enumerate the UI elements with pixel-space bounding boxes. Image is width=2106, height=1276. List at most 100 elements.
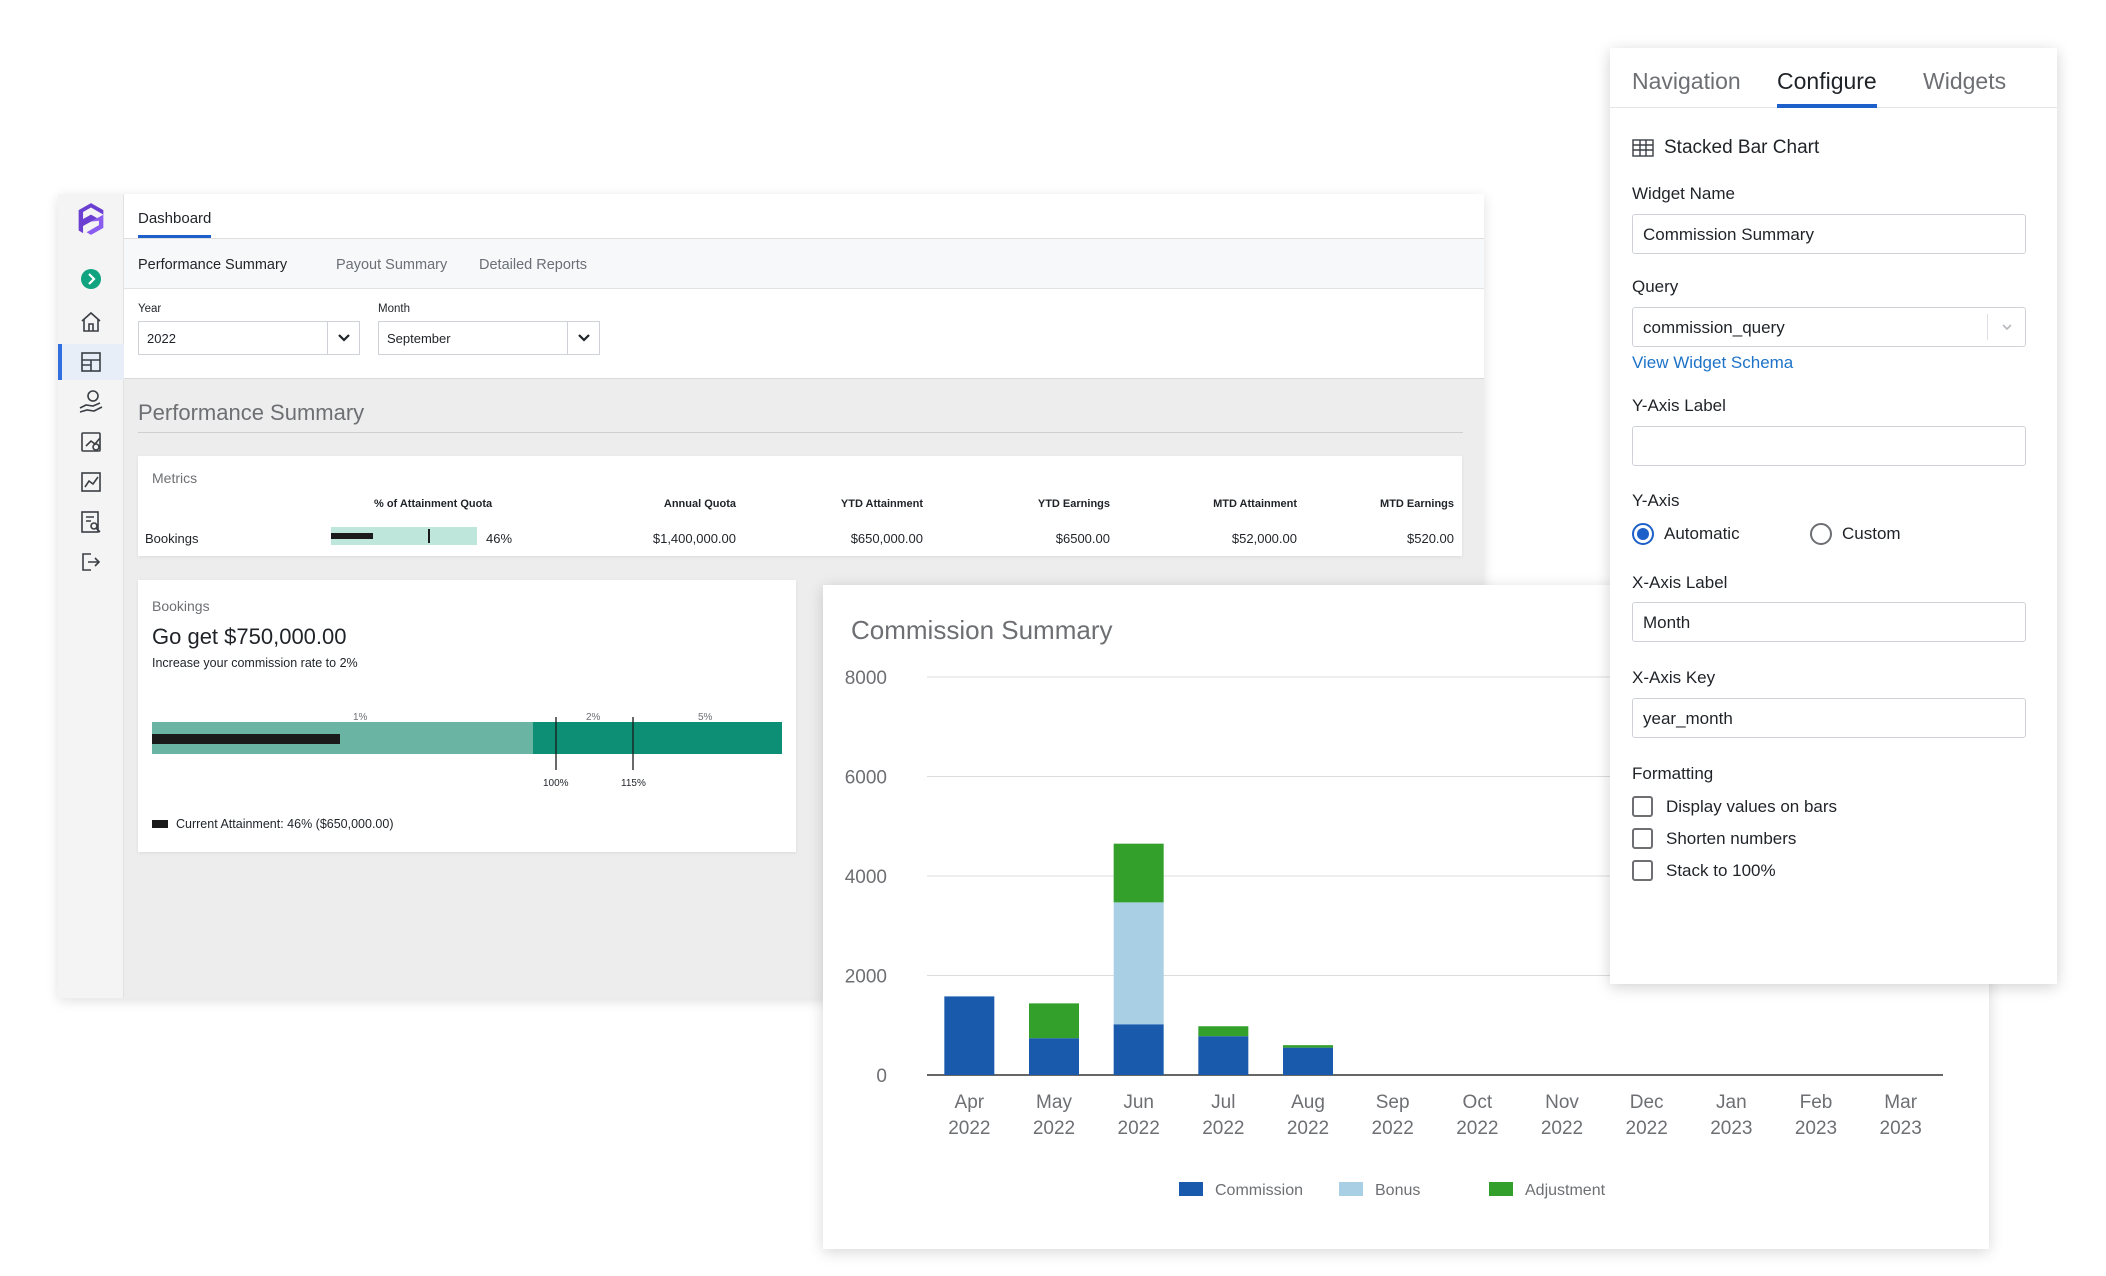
year-value: 2022	[147, 331, 176, 346]
dashboard-icon[interactable]	[76, 347, 106, 377]
widget-type: Stacked Bar Chart	[1664, 137, 1820, 158]
bar-bonus	[1113, 902, 1164, 1025]
annual-quota-value: $1,400,000.00	[652, 531, 736, 546]
y-axis-label-label: Y-Axis Label	[1632, 396, 1726, 415]
x-tick-label-month: Apr	[955, 1092, 985, 1113]
x-tick-label-year: 2022	[1456, 1118, 1498, 1139]
bookings-subtitle: Increase your commission rate to 2%	[152, 656, 358, 670]
threshold-label-115: 115%	[621, 778, 646, 789]
year-select[interactable]: 2022	[138, 321, 360, 355]
sub-nav: Performance Summary Payout Summary Detai…	[124, 239, 1484, 289]
sidebar-active-bg	[62, 344, 124, 380]
stack-100-checkbox[interactable]	[1632, 860, 1653, 881]
sidebar-active-indicator	[58, 344, 62, 380]
x-tick-label-month: Mar	[1884, 1092, 1917, 1113]
month-select[interactable]: September	[378, 321, 600, 355]
metrics-title: Metrics	[152, 470, 198, 486]
view-widget-schema-link[interactable]: View Widget Schema	[1632, 353, 1794, 372]
stacked-bar-chart: 0 2000 4000 6000 8000 Apr 2022 May 2022 Jun 2022 Ju…	[845, 668, 1943, 1199]
query-value: commission_query	[1643, 318, 1785, 337]
x-axis-key-value: year_month	[1643, 709, 1733, 728]
display-values-label: Display values on bars	[1666, 797, 1838, 816]
tab-widgets[interactable]: Widgets	[1923, 68, 2007, 94]
widget-name-value: Commission Summary	[1643, 225, 1814, 244]
y-axis-custom-label: Custom	[1842, 524, 1901, 543]
y-tick-label: 2000	[845, 967, 887, 988]
display-values-checkbox[interactable]	[1632, 796, 1653, 817]
row-label: Bookings	[145, 531, 199, 546]
plans-icon[interactable]	[76, 427, 106, 457]
subtab-performance-summary[interactable]: Performance Summary	[138, 257, 288, 273]
subtab-detailed-reports[interactable]: Detailed Reports	[479, 257, 587, 273]
bar-commission	[1198, 1036, 1249, 1075]
filters-bar: Year 2022 Month September	[124, 289, 1484, 379]
shorten-numbers-label: Shorten numbers	[1666, 829, 1797, 848]
metrics-card: Metrics % of Attainment Quota Annual Quo…	[138, 456, 1462, 556]
documents-search-icon[interactable]	[76, 507, 106, 537]
query-select[interactable]: commission_query	[1632, 307, 2026, 347]
bar-adjustment	[1198, 1026, 1249, 1037]
home-icon[interactable]	[76, 307, 106, 337]
table-icon	[1632, 139, 1654, 162]
legend-label-adjustment: Adjustment	[1525, 1182, 1606, 1199]
header-mtd-earnings: MTD Earnings	[1380, 498, 1454, 510]
x-axis-key-label: X-Axis Key	[1632, 668, 1716, 687]
legend-swatch-bonus	[1339, 1182, 1363, 1196]
x-tick-label-year: 2022	[1541, 1118, 1583, 1139]
x-tick-label-month: May	[1036, 1092, 1072, 1113]
attainment-percent: 46%	[486, 531, 513, 546]
shorten-numbers-checkbox[interactable]	[1632, 828, 1653, 849]
x-axis-label-label: X-Axis Label	[1632, 573, 1728, 592]
x-tick-label-year: 2022	[1287, 1118, 1329, 1139]
bar-commission	[1029, 1038, 1079, 1075]
x-tick-label-year: 2023	[1710, 1118, 1752, 1139]
threshold-label-100: 100%	[543, 778, 569, 789]
logout-icon[interactable]	[76, 547, 106, 577]
widget-name-label: Widget Name	[1632, 184, 1735, 203]
legend-label-commission: Commission	[1215, 1182, 1303, 1199]
query-label: Query	[1632, 277, 1679, 296]
x-axis-label-input[interactable]: Month	[1632, 602, 2026, 642]
mtd-earnings-value: $520.00	[1407, 531, 1454, 546]
header-ytd-attainment: YTD Attainment	[840, 498, 923, 510]
reports-chart-icon[interactable]	[76, 467, 106, 497]
header-mtd-attainment: MTD Attainment	[1213, 498, 1297, 510]
x-tick-label-year: 2023	[1795, 1118, 1837, 1139]
bar-adjustment	[1283, 1045, 1333, 1048]
y-axis-automatic-label: Automatic	[1664, 524, 1740, 543]
x-tick-label-month: Sep	[1376, 1092, 1410, 1113]
attainment-target-marker	[428, 529, 430, 543]
x-tick-label-month: Aug	[1291, 1092, 1325, 1113]
x-tick-label-year: 2023	[1880, 1118, 1922, 1139]
tab-navigation[interactable]: Navigation	[1632, 68, 1741, 94]
payout-icon[interactable]	[76, 387, 106, 417]
header-annual-quota: Annual Quota	[663, 498, 736, 510]
current-attainment-bar	[152, 734, 340, 744]
sidebar	[58, 194, 124, 998]
x-tick-label-year: 2022	[1118, 1118, 1160, 1139]
tab-configure[interactable]: Configure	[1777, 68, 1877, 108]
formatting-label: Formatting	[1632, 764, 1714, 783]
y-axis-label-input[interactable]	[1632, 426, 2026, 466]
x-tick-label-month: Jul	[1211, 1092, 1235, 1113]
y-tick-label: 8000	[845, 668, 887, 689]
x-tick-label-year: 2022	[948, 1118, 990, 1139]
widget-name-input[interactable]: Commission Summary	[1632, 214, 2026, 254]
tab-dashboard[interactable]: Dashboard	[138, 210, 212, 238]
logo-icon	[76, 203, 106, 235]
legend-swatch-commission	[1179, 1182, 1203, 1196]
x-tick-label-month: Jun	[1123, 1092, 1154, 1113]
chart-title: Commission Summary	[851, 615, 1113, 645]
y-axis-custom-radio[interactable]	[1810, 523, 1832, 545]
expand-sidebar-icon[interactable]	[76, 264, 106, 294]
bar-adjustment	[1029, 1003, 1079, 1039]
bookings-card: Bookings Go get $750,000.00 Increase you…	[138, 580, 796, 852]
bookings-goal: Go get $750,000.00	[152, 624, 347, 649]
x-tick-label-month: Dec	[1630, 1092, 1664, 1113]
x-axis-key-input[interactable]: year_month	[1632, 698, 2026, 738]
y-axis-automatic-radio[interactable]	[1632, 523, 1654, 545]
subtab-payout-summary[interactable]: Payout Summary	[336, 257, 448, 273]
legend-swatch	[152, 820, 168, 828]
stack-100-label: Stack to 100%	[1666, 861, 1776, 880]
x-tick-label-year: 2022	[1202, 1118, 1244, 1139]
